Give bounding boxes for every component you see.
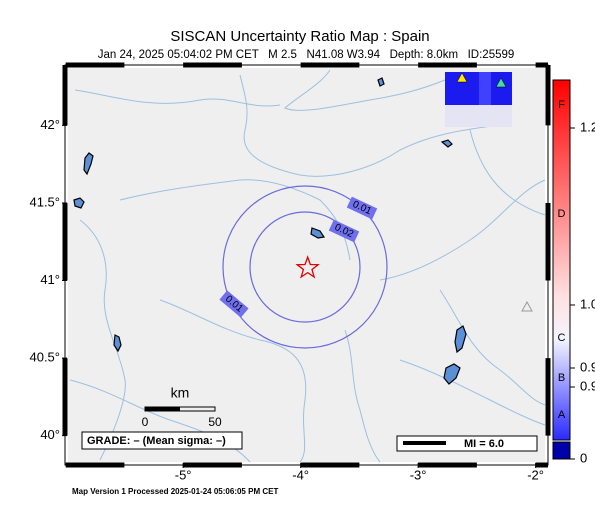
lat-label: 42° <box>40 117 60 132</box>
colorbar-label: 0 <box>580 450 587 465</box>
lon-label: -2° <box>527 467 544 482</box>
grade-letter: A <box>558 409 566 421</box>
map-area <box>68 68 545 462</box>
colorbar-label: 0.9 <box>580 359 595 374</box>
grade: GRADE: – (Mean sigma: –) <box>87 435 226 447</box>
lakes <box>73 77 467 385</box>
subtitle: Jan 24, 2025 05:04:02 PM CET M 2.5 N41.0… <box>98 49 515 61</box>
rivers <box>69 69 546 463</box>
colorbar-label: 1.2 <box>580 119 595 134</box>
grade-letter: D <box>558 208 566 220</box>
mi-legend: MI = 6.0 <box>464 438 504 450</box>
contour-label-box <box>219 290 249 318</box>
station-grid <box>445 72 512 127</box>
lon-label: -4° <box>292 467 309 482</box>
colorbar-min <box>552 441 571 460</box>
colorbar-label: 1.0 <box>580 296 595 311</box>
grade-letter: C <box>558 332 566 344</box>
colorbar-label: 0.9 <box>580 378 595 393</box>
lat-label: 41.5° <box>29 194 60 209</box>
epicenter <box>295 255 320 279</box>
mi-box <box>396 435 538 452</box>
lon-label: -5° <box>175 467 192 482</box>
lat-label: 40° <box>40 427 60 442</box>
lon-label: -3° <box>410 467 427 482</box>
colorbar <box>552 79 571 441</box>
footer: Map Version 1 Processed 2025-01-24 05:06… <box>72 487 278 496</box>
station-marker <box>521 300 533 312</box>
map-frame <box>62 62 551 468</box>
scale-unit: km <box>171 385 190 401</box>
grade-box <box>81 431 243 450</box>
lat-label: 40.5° <box>29 350 60 365</box>
scale-label: 50 <box>208 415 222 429</box>
contours <box>222 185 388 349</box>
scale-label: 0 <box>142 415 149 429</box>
lat-label: 41° <box>40 272 60 287</box>
contour-label-box <box>346 196 378 220</box>
contour-label-box <box>328 219 360 243</box>
scale-bar-fill <box>145 407 180 411</box>
grade-letter: B <box>558 372 565 384</box>
grade-letter: F <box>558 99 565 111</box>
title: SISCAN Uncertainty Ratio Map : Spain <box>170 28 429 45</box>
